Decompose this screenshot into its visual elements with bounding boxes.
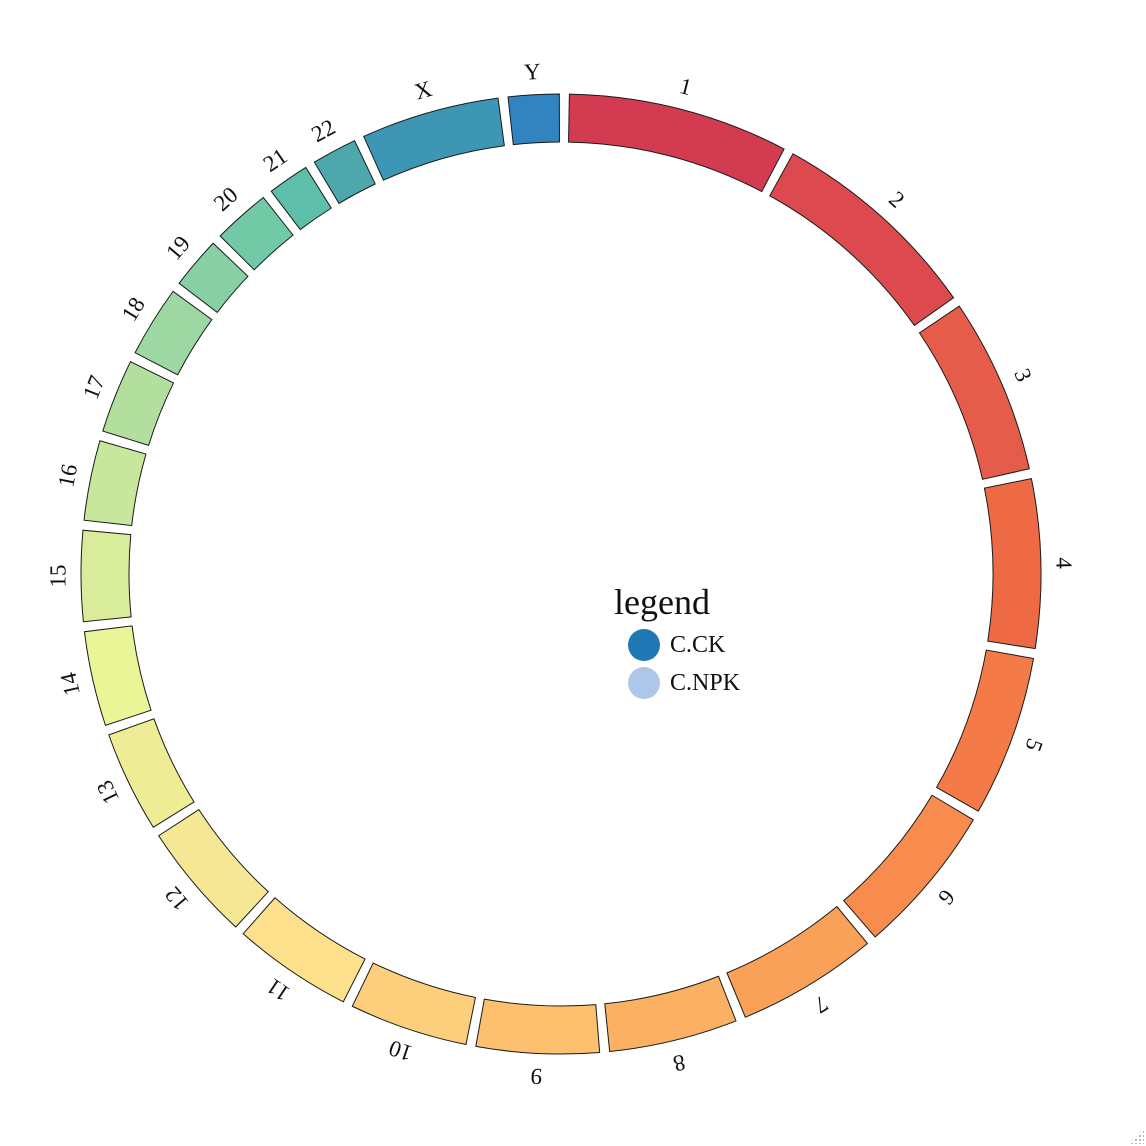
- chromosome-label-5: 5: [1020, 735, 1047, 754]
- chromosome-label-17: 17: [78, 372, 110, 403]
- legend-swatch-c-ck: [628, 629, 660, 661]
- chromosome-label-2: 2: [884, 186, 909, 212]
- chromosome-segment-22: [313, 139, 376, 205]
- chromosome-label-18: 18: [117, 293, 150, 326]
- chromosome-segment-10: [351, 962, 477, 1046]
- chromosome-segment-17: [102, 361, 175, 446]
- chromosome-label-8: 8: [671, 1049, 688, 1076]
- chromosome-label-21: 21: [259, 143, 292, 177]
- chromosome-segment-13: [108, 718, 195, 828]
- legend-swatch-c-npk: [628, 667, 660, 699]
- legend-item-c-ck: C.CK: [628, 626, 814, 664]
- legend-label-c-npk: C.NPK: [670, 669, 741, 696]
- chromosome-label-y: Y: [523, 59, 541, 85]
- chromosome-segment-3: [918, 305, 1030, 480]
- chromosome-segment-y: [507, 93, 560, 146]
- chromosome-segment-2: [769, 153, 955, 327]
- chromosome-label-22: 22: [307, 114, 339, 147]
- chromosome-segment-6: [842, 794, 974, 938]
- chromosome-segment-20: [219, 196, 294, 271]
- chromosome-segment-9: [475, 998, 601, 1055]
- chromosome-segment-5: [935, 649, 1035, 812]
- chromosome-label-1: 1: [677, 73, 694, 100]
- chromosome-label-9: 9: [530, 1064, 543, 1090]
- legend-item-c-npk: C.NPK: [628, 664, 814, 702]
- chromosome-segment-x: [363, 97, 505, 181]
- chromosome-segment-8: [604, 975, 737, 1053]
- chromosome-label-12: 12: [160, 882, 194, 916]
- chromosome-label-14: 14: [55, 670, 85, 698]
- chromosome-segment-16: [83, 440, 147, 527]
- chromosome-label-16: 16: [53, 462, 82, 489]
- chromosome-label-20: 20: [209, 182, 243, 216]
- chromosome-label-15: 15: [45, 565, 70, 588]
- chromosome-segment-11: [242, 897, 366, 1003]
- chromosome-segment-1: [568, 93, 785, 193]
- chromosome-segment-7: [726, 905, 869, 1018]
- chromosome-label-7: 7: [810, 991, 833, 1018]
- chromosome-label-4: 4: [1051, 557, 1076, 570]
- chromosome-segment-12: [157, 808, 269, 928]
- chromosome-label-19: 19: [161, 231, 195, 265]
- chromosome-segment-19: [178, 242, 249, 314]
- chromosome-label-13: 13: [92, 776, 125, 808]
- chromosome-segment-14: [83, 625, 152, 727]
- chromosome-segment-15: [80, 529, 132, 623]
- chromosome-label-3: 3: [1009, 365, 1037, 385]
- chromosome-segment-18: [134, 290, 213, 376]
- chromosome-label-x: X: [412, 76, 435, 105]
- chromosome-segment-4: [983, 478, 1042, 650]
- chromosome-label-10: 10: [386, 1035, 416, 1066]
- legend-title: legend: [614, 582, 710, 622]
- chromosome-label-11: 11: [262, 973, 294, 1006]
- legend: legend C.CK C.NPK: [614, 582, 814, 702]
- chromosome-label-6: 6: [933, 885, 960, 910]
- chromosome-segment-21: [270, 166, 332, 231]
- legend-label-c-ck: C.CK: [670, 631, 726, 658]
